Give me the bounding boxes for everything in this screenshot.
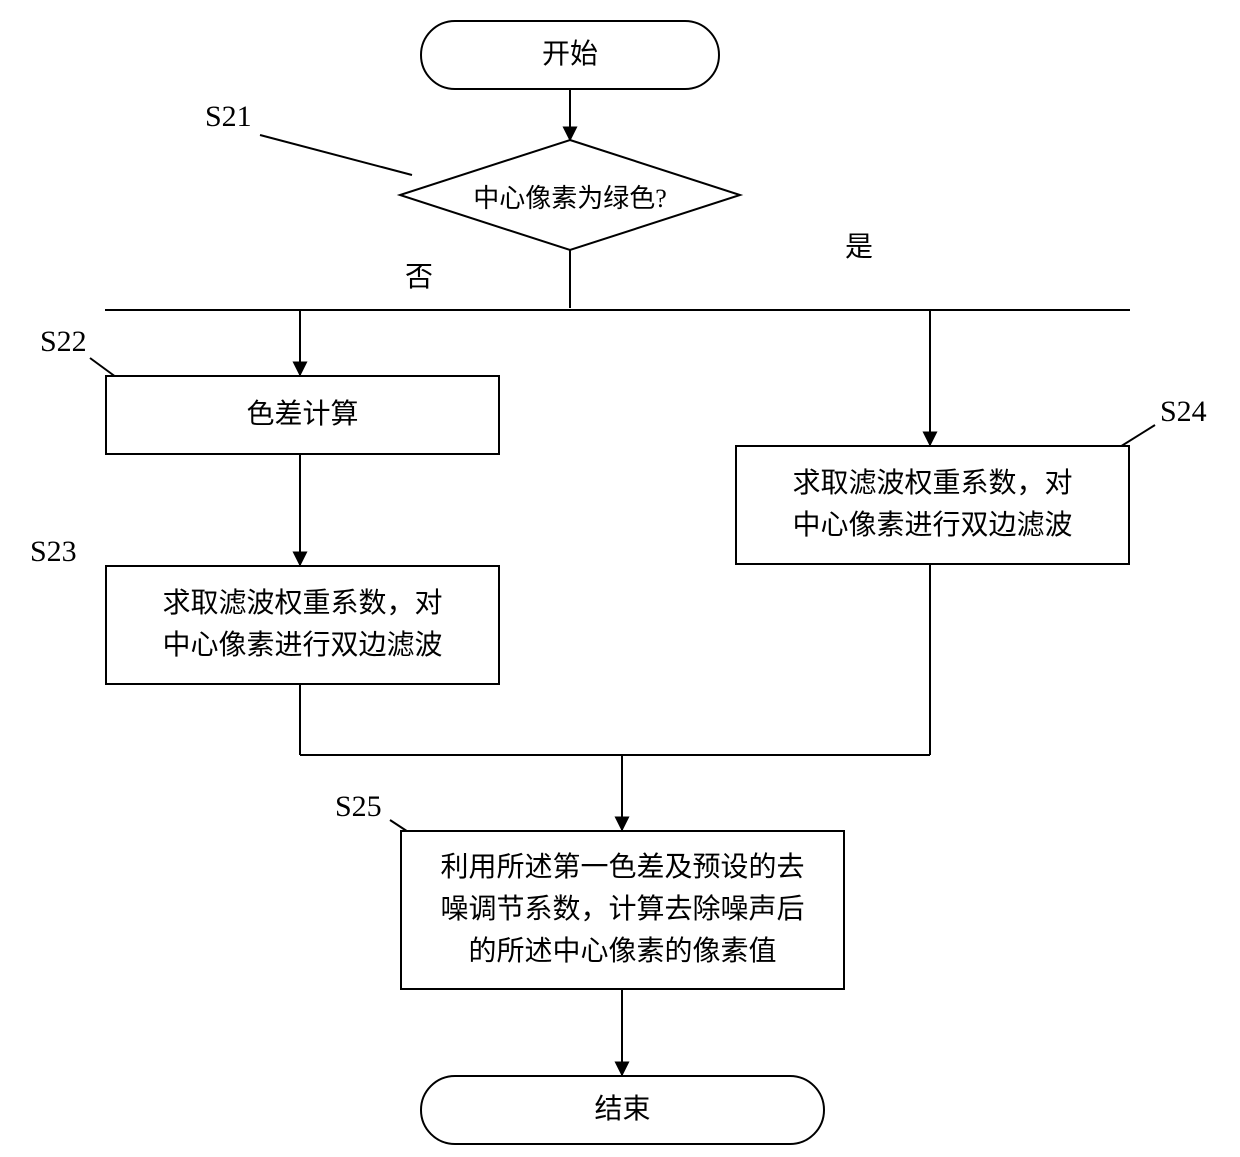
node-s24-text: 求取滤波权重系数，对 中心像素进行双边滤波 <box>792 463 1072 547</box>
node-s22: 色差计算 <box>105 375 500 455</box>
node-s22-text: 色差计算 <box>246 394 358 436</box>
step-label-s25: S25 <box>335 790 382 824</box>
node-s25: 利用所述第一色差及预设的去 噪调节系数，计算去除噪声后 的所述中心像素的像素值 <box>400 830 845 990</box>
node-s25-text: 利用所述第一色差及预设的去 噪调节系数，计算去除噪声后 的所述中心像素的像素值 <box>440 847 804 973</box>
step-label-s23: S23 <box>30 535 77 569</box>
node-s23-text: 求取滤波权重系数，对 中心像素进行双边滤波 <box>162 583 442 667</box>
node-start: 开始 <box>420 20 720 90</box>
node-start-text: 开始 <box>542 34 598 76</box>
step-label-s22: S22 <box>40 325 87 359</box>
node-decision-text: 中心像素为绿色? <box>400 178 740 215</box>
node-end-text: 结束 <box>594 1089 650 1131</box>
branch-label-yes: 是 <box>845 225 873 265</box>
step-label-s21: S21 <box>205 100 252 134</box>
leader-s21 <box>260 135 412 175</box>
node-end: 结束 <box>420 1075 825 1145</box>
branch-label-no: 否 <box>405 255 433 295</box>
step-label-s24: S24 <box>1160 395 1207 429</box>
node-s23: 求取滤波权重系数，对 中心像素进行双边滤波 <box>105 565 500 685</box>
node-s24: 求取滤波权重系数，对 中心像素进行双边滤波 <box>735 445 1130 565</box>
flowchart-canvas: 开始 中心像素为绿色? 否 是 色差计算 求取滤波权重系数，对 中心像素进行双边… <box>0 0 1240 1157</box>
